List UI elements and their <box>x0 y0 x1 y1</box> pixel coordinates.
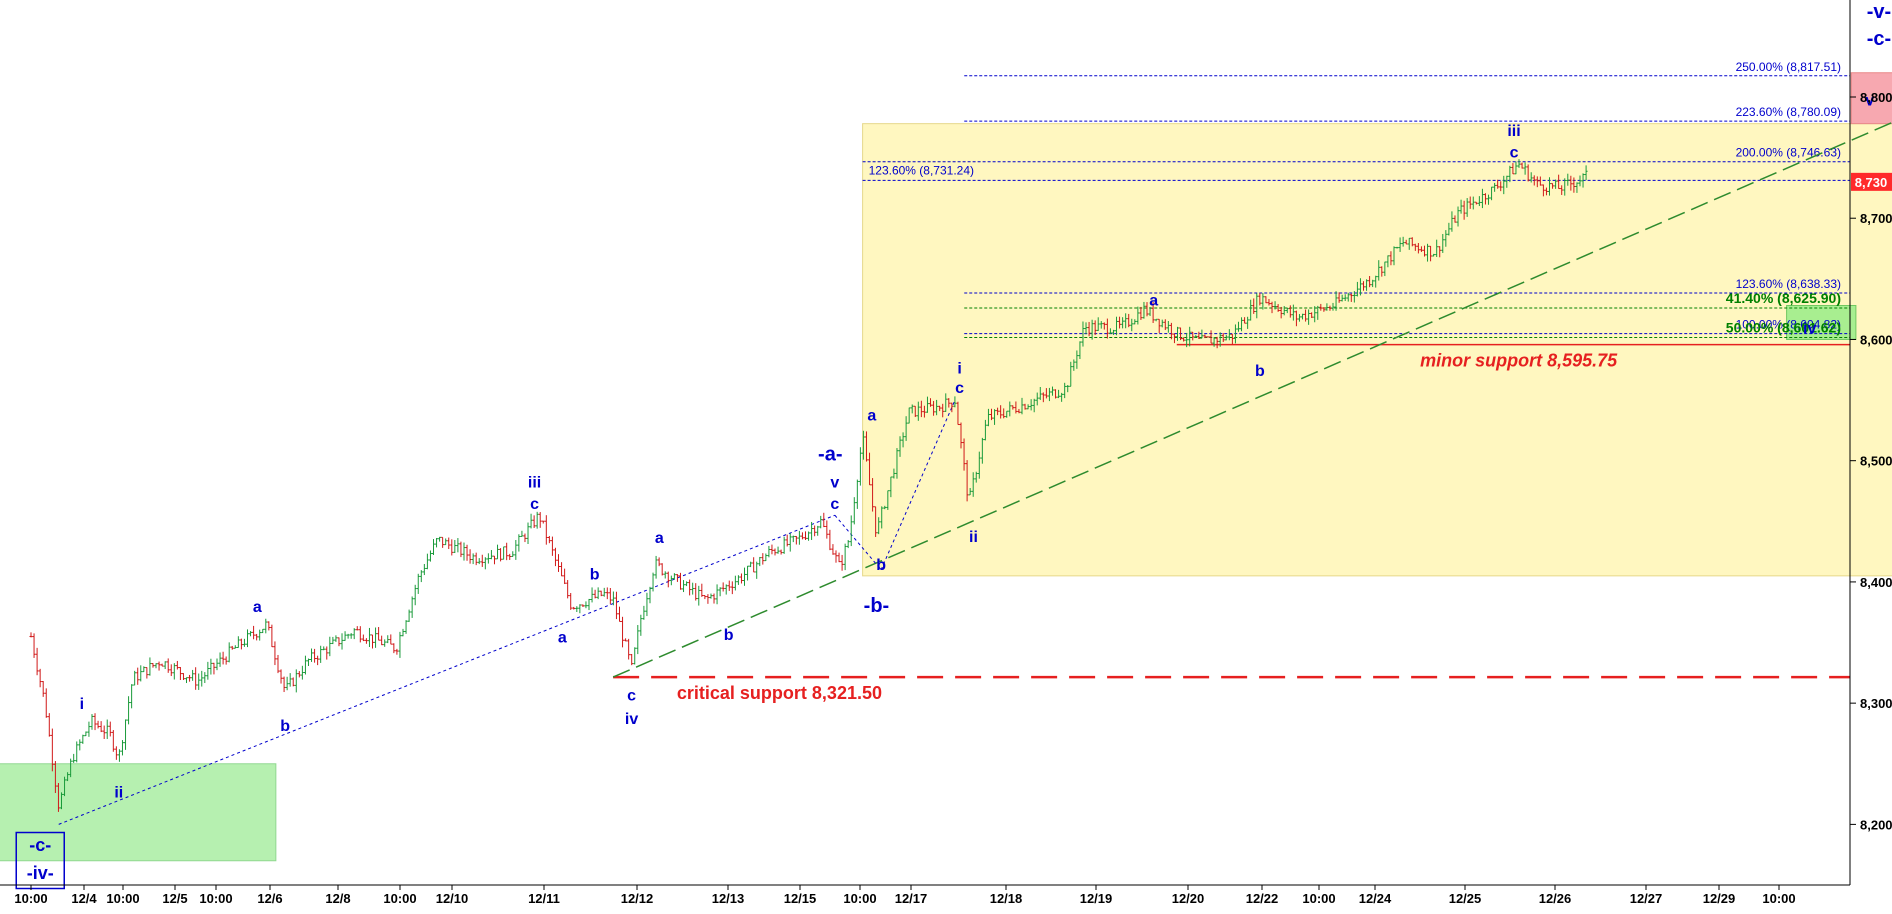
guides-layer: 250.00% (8,817.51) 223.60% (8,780.09) 200.… <box>58 60 1892 825</box>
trend-line <box>58 514 836 825</box>
x-tick-label: 12/24 <box>1359 891 1392 906</box>
y-tick-label: 8,300 <box>1860 696 1892 711</box>
wave-label-box <box>15 831 65 890</box>
x-tick-label: 12/17 <box>895 891 928 906</box>
price-layer <box>29 159 1588 812</box>
x-tick-label: 10:00 <box>106 891 139 906</box>
wave-label: iii <box>1507 123 1520 140</box>
wave-label: v <box>1865 92 1874 109</box>
y-tick-label: 8,200 <box>1860 817 1892 832</box>
support-label: minor support 8,595.75 <box>1420 351 1618 371</box>
wave-label: a <box>558 630 567 647</box>
x-tick-label: 10:00 <box>843 891 876 906</box>
fib-level-label: 100.00% (8,604.82) <box>1736 318 1841 332</box>
y-tick-label: 8,400 <box>1860 575 1892 590</box>
x-tick-label: 12/4 <box>71 891 97 906</box>
zone-pink-target-zone <box>1850 72 1892 125</box>
x-tick-label: 12/25 <box>1449 891 1482 906</box>
labels-layer: -c--iv-iiiabiiicababciv-a-vcab-b-iciiabi… <box>15 1 1891 890</box>
x-tick-label: 12/11 <box>528 891 560 906</box>
fib-level-label: 223.60% (8,780.09) <box>1736 105 1841 119</box>
wave-label: iv <box>1803 320 1816 337</box>
current-price-tag <box>1851 172 1892 191</box>
x-tick-label: 12/6 <box>257 891 282 906</box>
wave-label: c <box>530 496 539 513</box>
zones-layer <box>0 72 1892 862</box>
x-tick-label: 12/13 <box>712 891 745 906</box>
trend-line <box>880 399 956 570</box>
wave-label: a <box>253 599 262 616</box>
wave-label: b <box>876 557 886 574</box>
zone-green-wave-iv-zone-left <box>0 763 277 862</box>
x-tick-label: 10:00 <box>1302 891 1335 906</box>
wave-label: b <box>724 627 734 644</box>
current-price-label: 8,730 <box>1855 175 1888 190</box>
x-tick-label: 10:00 <box>383 891 416 906</box>
fib-level-label: 250.00% (8,817.51) <box>1736 60 1841 74</box>
wave-label: b <box>590 566 600 583</box>
x-tick-label: 10:00 <box>14 891 47 906</box>
fib-level-label: 200.00% (8,746.63) <box>1736 146 1841 160</box>
x-tick-label: 12/27 <box>1630 891 1663 906</box>
wave-label: -iv- <box>27 863 54 883</box>
wave-label: a <box>867 408 876 425</box>
wave-label: a <box>1149 293 1158 310</box>
x-tick-label: 12/5 <box>162 891 187 906</box>
wave-label: c <box>830 496 839 513</box>
x-tick-label: 12/19 <box>1080 891 1113 906</box>
wave-label: ii <box>114 785 123 802</box>
x-tick-label: 12/15 <box>784 891 817 906</box>
x-tick-label: 12/20 <box>1172 891 1205 906</box>
fib-level-label: 123.60% (8,731.24) <box>869 163 974 177</box>
fib-level-label: 41.40% (8,625.90) <box>1726 290 1841 306</box>
fib-level-label: 123.60% (8,638.33) <box>1736 277 1841 291</box>
x-tick-label: 12/22 <box>1246 891 1279 906</box>
x-tick-label: 10:00 <box>1762 891 1795 906</box>
y-tick-label: 8,800 <box>1860 90 1892 105</box>
y-tick-label: 8,700 <box>1860 211 1892 226</box>
support-label: critical support 8,321.50 <box>677 683 882 703</box>
wave-label: c <box>955 380 964 397</box>
wave-label: c <box>627 688 636 705</box>
wave-label: -c- <box>1867 28 1891 50</box>
wave-label: iv <box>625 711 638 728</box>
wave-label: -a- <box>818 444 842 466</box>
wave-label: i <box>957 360 961 377</box>
wave-label: ii <box>969 529 978 546</box>
wave-label: iii <box>528 474 541 491</box>
trend-line <box>612 121 1892 678</box>
x-tick-label: 12/12 <box>621 891 654 906</box>
x-tick-label: 12/26 <box>1539 891 1572 906</box>
fib-level-label: 50.00% (8,601.62) <box>1726 319 1841 335</box>
x-tick-label: 12/18 <box>990 891 1023 906</box>
wave-label: -v- <box>1867 1 1891 23</box>
x-tick-label: 12/10 <box>436 891 469 906</box>
wave-label: v <box>830 474 839 491</box>
wave-label: b <box>280 718 290 735</box>
wave-label: c <box>1510 145 1519 162</box>
x-tick-label: 12/29 <box>1703 891 1736 906</box>
wave-label: i <box>80 696 84 713</box>
wave-label: a <box>655 530 664 547</box>
zone-yellow-target-box <box>862 123 1892 577</box>
y-tick-label: 8,600 <box>1860 332 1892 347</box>
x-tick-label: 12/8 <box>325 891 350 906</box>
y-tick-label: 8,500 <box>1860 454 1892 469</box>
wave-label: -c- <box>29 835 51 855</box>
wave-label: -b- <box>864 595 890 617</box>
x-tick-label: 10:00 <box>199 891 232 906</box>
wave-label: b <box>1255 363 1265 380</box>
